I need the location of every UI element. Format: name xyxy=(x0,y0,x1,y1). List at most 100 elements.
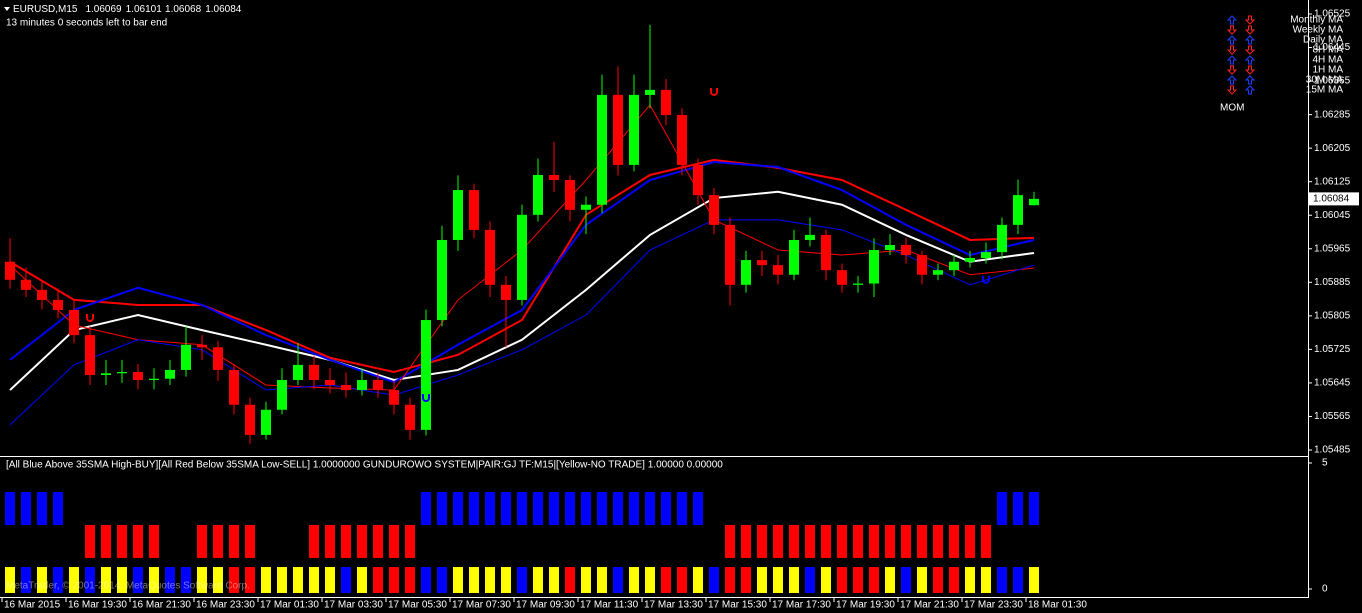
y-tick-label: 1.06525 xyxy=(1314,9,1351,20)
signal-bar xyxy=(469,492,479,525)
x-tick-label: 17 Mar 01:30 xyxy=(260,600,319,611)
state-bar xyxy=(373,567,383,593)
signal-bar xyxy=(949,525,959,558)
signal-bar xyxy=(485,492,495,525)
candle-body xyxy=(965,257,975,262)
copyright: MetaTrader, © 2001-2014, MetaQuotes Soft… xyxy=(6,581,250,592)
signal-bar xyxy=(581,492,591,525)
signal-bar xyxy=(133,525,143,558)
y-tick-label: 1.06045 xyxy=(1314,210,1351,221)
candle-body xyxy=(805,234,815,240)
state-bar xyxy=(421,567,431,593)
candle-body xyxy=(613,94,623,165)
signal-bar xyxy=(341,525,351,558)
legend-label: Daily MA xyxy=(1303,35,1343,46)
candle-body xyxy=(597,94,607,205)
bar-timer: 13 minutes 0 seconds left to bar end xyxy=(6,18,167,29)
state-bar xyxy=(613,567,623,593)
candle-body xyxy=(101,373,111,375)
candle-body xyxy=(293,364,303,380)
signal-bar xyxy=(1013,492,1023,525)
state-bar xyxy=(597,567,607,593)
state-bar xyxy=(821,567,831,593)
candle-body xyxy=(773,265,783,275)
trend-arrow xyxy=(1244,65,1256,75)
candle-body xyxy=(885,244,895,251)
candle-body xyxy=(133,372,143,380)
state-bar xyxy=(501,567,511,593)
candle-body xyxy=(629,94,639,165)
x-tick-label: 17 Mar 13:30 xyxy=(644,600,703,611)
candle-body xyxy=(565,180,575,210)
legend-label: 30M MA xyxy=(1306,75,1344,86)
moving-average xyxy=(9,219,1035,426)
candle-body xyxy=(5,261,15,280)
x-tick-label: 17 Mar 15:30 xyxy=(708,600,767,611)
x-tick-label: 16 Mar 19:30 xyxy=(68,600,127,611)
y-tick-label: 1.05565 xyxy=(1314,411,1351,422)
state-bar xyxy=(677,567,687,593)
signal-bar xyxy=(325,525,335,558)
candle-body xyxy=(981,252,991,258)
y-tick-label: 1.05885 xyxy=(1314,277,1351,288)
state-bar xyxy=(869,567,879,593)
signal-bar xyxy=(213,525,223,558)
state-bar xyxy=(181,567,191,593)
signal-bar xyxy=(437,492,447,525)
legend-label: Monthly MA xyxy=(1290,15,1343,26)
state-bar xyxy=(53,567,63,593)
signal-bar xyxy=(357,525,367,558)
open: 1.06069 xyxy=(85,4,122,15)
state-bar xyxy=(693,567,703,593)
state-bar xyxy=(645,567,655,593)
state-bar xyxy=(325,567,335,593)
signal-bar xyxy=(517,492,527,525)
state-bar xyxy=(101,567,111,593)
trend-arrow xyxy=(1226,35,1238,45)
trend-arrow xyxy=(1244,25,1256,35)
candle-body xyxy=(869,250,879,284)
trend-arrow xyxy=(1226,65,1238,75)
candle-body xyxy=(85,335,95,375)
header-quote: EURUSD,M15 1.06069 1.06101 1.06068 1.06084 xyxy=(13,4,242,15)
low: 1.06068 xyxy=(165,4,202,15)
state-bar xyxy=(21,567,31,593)
signal-bar xyxy=(549,492,559,525)
menu-triangle[interactable] xyxy=(4,7,10,11)
signal-bar xyxy=(645,492,655,525)
candle-body xyxy=(901,244,911,256)
candle-body xyxy=(341,385,351,391)
candle-body xyxy=(357,379,367,391)
state-bar xyxy=(149,567,159,593)
candle-body xyxy=(741,260,751,285)
state-bar xyxy=(517,567,527,593)
state-bar xyxy=(117,567,127,593)
state-bar xyxy=(85,567,95,593)
y-tick-label: 5 xyxy=(1322,458,1328,469)
candle-body xyxy=(997,224,1007,253)
candle-body xyxy=(709,195,719,225)
state-bar xyxy=(533,567,543,593)
state-bar xyxy=(949,567,959,593)
state-bar xyxy=(485,567,495,593)
trend-arrow xyxy=(1244,45,1256,55)
signal-bar xyxy=(229,525,239,558)
candle-body xyxy=(933,270,943,275)
signal-bar xyxy=(613,492,623,525)
signal-bar xyxy=(901,525,911,558)
candle-body xyxy=(485,229,495,285)
signal-bar xyxy=(981,525,991,558)
state-bar xyxy=(805,567,815,593)
candle-body xyxy=(725,224,735,285)
y-tick-label: 1.05645 xyxy=(1314,378,1351,389)
state-bar xyxy=(453,567,463,593)
trend-arrow xyxy=(1244,35,1256,45)
signal-bar xyxy=(837,525,847,558)
trend-arrow xyxy=(1226,75,1238,85)
candle-body xyxy=(453,190,463,240)
y-tick-label: 1.05725 xyxy=(1314,344,1351,355)
state-bar xyxy=(853,567,863,593)
state-bar xyxy=(757,567,767,593)
trend-arrow xyxy=(1226,55,1238,65)
state-bar xyxy=(917,567,927,593)
